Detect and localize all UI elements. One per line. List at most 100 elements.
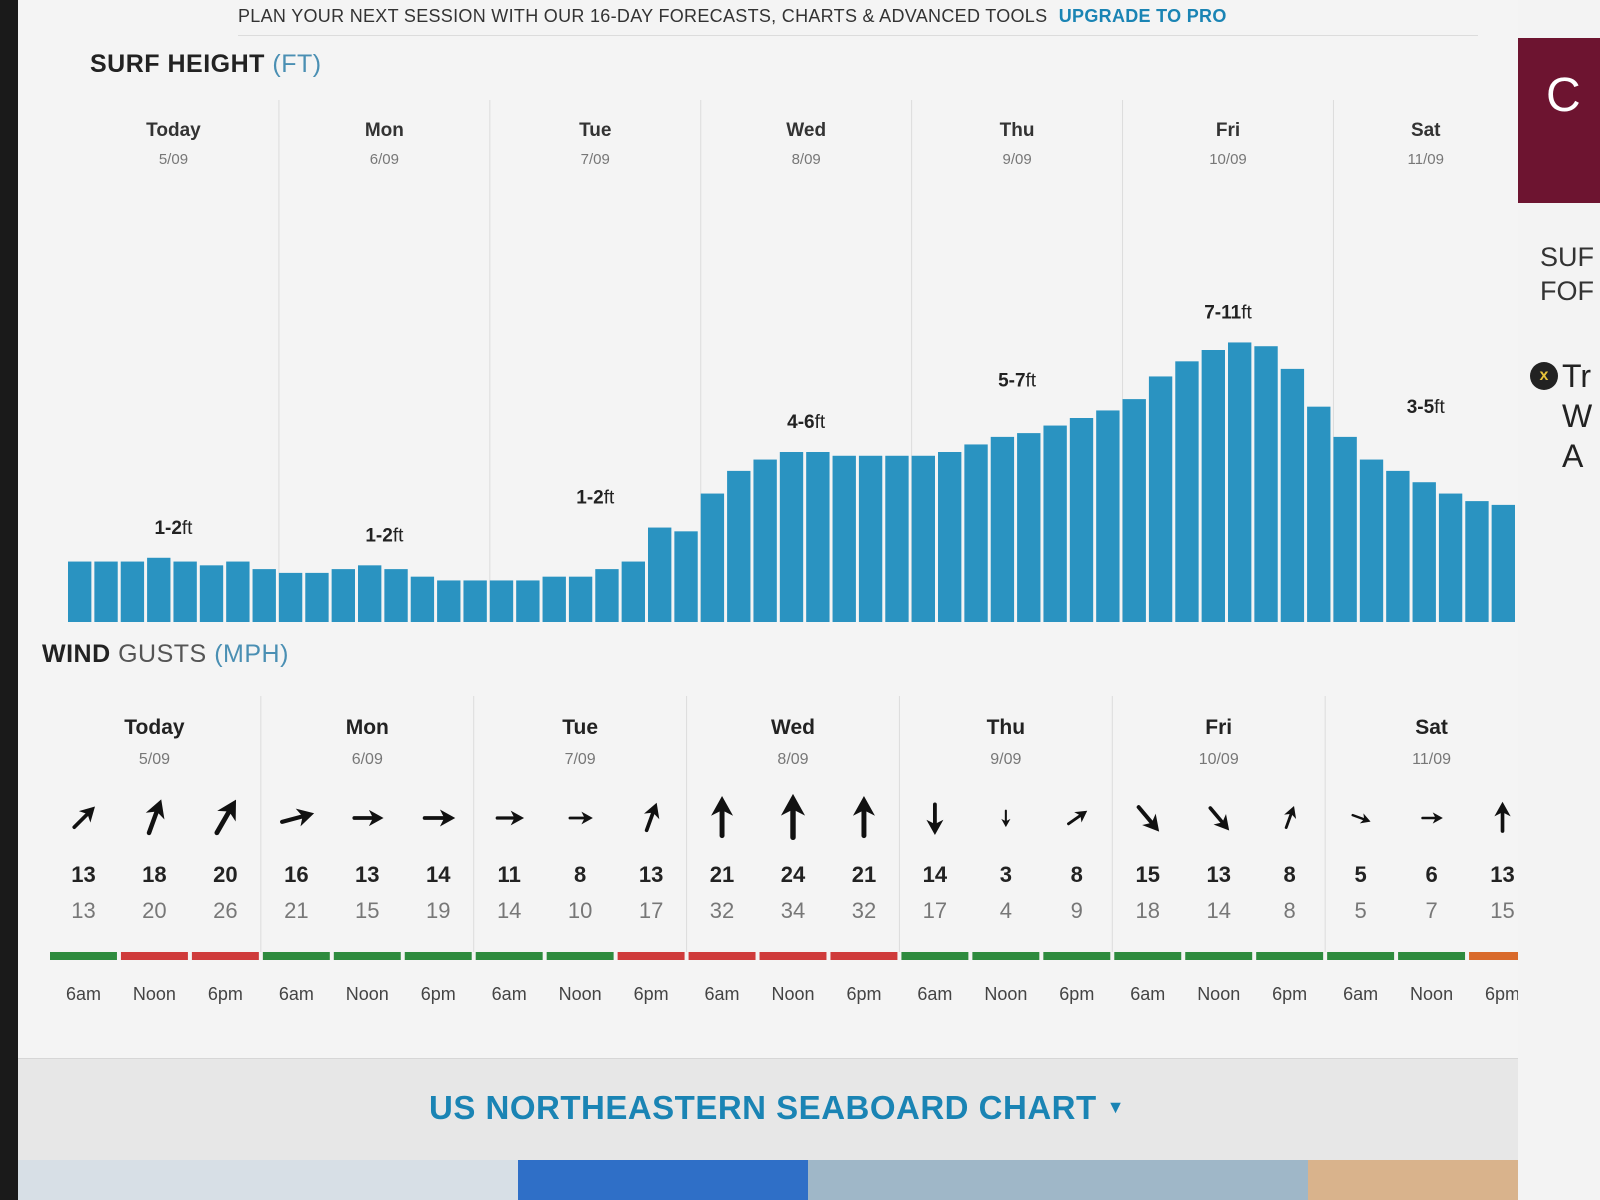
surf-day-name: Today <box>146 120 201 141</box>
wind-speed: 6 <box>1425 862 1437 887</box>
wind-arrow-head <box>1074 810 1088 823</box>
screen: PLAN YOUR NEXT SESSION WITH OUR 16-DAY F… <box>18 0 1600 1200</box>
time-slot-label: Noon <box>133 984 176 1004</box>
surf-bar <box>410 576 435 622</box>
promo-banner: PLAN YOUR NEXT SESSION WITH OUR 16-DAY F… <box>238 0 1478 36</box>
sidebar-ad-text: Tr W A <box>1562 356 1592 476</box>
surf-range-unit: ft <box>1241 302 1252 323</box>
wind-gust: 8 <box>1284 898 1296 923</box>
surf-height-title: SURF HEIGHT (FT) <box>90 50 322 79</box>
surf-bar <box>1228 342 1252 622</box>
surf-bar <box>1148 376 1173 622</box>
surf-day-date: 7/09 <box>581 151 610 168</box>
wind-rating-bar <box>901 952 969 960</box>
surf-day-date: 10/09 <box>1209 151 1247 168</box>
wind-arrow-head <box>926 819 944 835</box>
seaboard-chart-dropdown[interactable]: US NORTHEASTERN SEABOARD CHART ▼ <box>18 1089 1536 1127</box>
surf-bar <box>120 561 145 622</box>
sidebar-promo-card[interactable]: C <box>1518 38 1600 203</box>
surf-range-label: 1-2ft <box>576 488 615 509</box>
surf-range-label: 5-7ft <box>998 370 1037 391</box>
time-slot-label: 6am <box>66 984 101 1004</box>
wind-arrow-head <box>1213 814 1230 831</box>
surf-bar <box>252 569 276 622</box>
wind-speed: 8 <box>1284 862 1296 887</box>
wind-speed: 13 <box>1490 862 1514 887</box>
wind-arrow-icon <box>352 809 384 827</box>
surf-bar <box>674 531 698 622</box>
wind-rating-bar <box>1398 952 1466 960</box>
wind-arrow-head <box>1432 812 1443 824</box>
wind-speed: 20 <box>213 862 237 887</box>
time-slot-label: 6am <box>1343 984 1378 1004</box>
time-slot-label: Noon <box>771 984 814 1004</box>
wind-arrow-head <box>439 809 456 827</box>
surf-range-value: 5-7 <box>998 370 1025 391</box>
surf-bar <box>1017 433 1041 622</box>
surf-day-date: 6/09 <box>370 151 399 168</box>
wind-rating-bar <box>688 952 756 960</box>
sidebar-heading: SUF FOF <box>1540 240 1594 308</box>
surf-bar <box>595 569 619 622</box>
surf-bar <box>1333 436 1357 622</box>
wind-speed: 14 <box>923 862 948 887</box>
wind-arrow-icon <box>1421 812 1443 824</box>
wind-day-date: 6/09 <box>352 751 383 768</box>
surf-bar <box>68 561 92 622</box>
wind-rating-bar <box>1043 952 1111 960</box>
wind-rating-bar <box>759 952 827 960</box>
surf-bar <box>173 561 197 622</box>
wind-rating-bar <box>120 952 188 960</box>
wind-rating-bar <box>1469 952 1536 960</box>
wind-speed: 8 <box>574 862 586 887</box>
wind-gust: 32 <box>710 898 734 923</box>
surf-day-name: Mon <box>365 120 404 141</box>
wind-rating-bar <box>50 952 117 960</box>
surf-range-value: 1-2 <box>365 525 392 546</box>
wind-day-date: 10/09 <box>1199 751 1239 768</box>
surf-range-value: 3-5 <box>1407 397 1435 418</box>
time-slot-label: 6pm <box>1272 984 1307 1004</box>
map-region-land <box>808 1160 1308 1200</box>
upgrade-link[interactable]: UPGRADE TO PRO <box>1058 6 1227 26</box>
surf-bar <box>1201 350 1225 622</box>
surf-bar <box>1465 501 1489 622</box>
surf-bar <box>542 576 566 622</box>
seaboard-map-preview[interactable] <box>18 1160 1536 1200</box>
surf-bar <box>94 561 118 622</box>
wind-arrow-head <box>581 811 593 825</box>
wind-day-name: Thu <box>987 716 1025 739</box>
surf-bar <box>437 580 461 622</box>
wind-day-date: 5/09 <box>139 751 170 768</box>
wind-rating-bar <box>475 952 543 960</box>
surf-bar <box>331 569 355 622</box>
right-sidebar: C SUF FOF x Tr W A <box>1518 0 1600 1200</box>
wind-gusts-chart: Today 5/09 Mon 6/09 Tue 7/09 Wed 8/09 Thu 9/09 Fri… <box>50 696 1536 1004</box>
surf-bar <box>885 455 909 622</box>
surf-day-date: 11/09 <box>1408 151 1444 168</box>
surf-bar <box>463 580 487 622</box>
surf-range-unit: ft <box>182 518 193 539</box>
wind-day-date: 11/09 <box>1412 751 1451 768</box>
surf-bar <box>1386 470 1410 622</box>
wind-speed: 15 <box>1136 862 1160 887</box>
surf-range-label: 1-2ft <box>365 525 404 546</box>
wind-rating-bar <box>1327 952 1395 960</box>
wind-arrow-head <box>711 796 734 816</box>
wind-rating-bar <box>191 952 259 960</box>
surf-bar <box>1122 399 1146 622</box>
surf-bar <box>1280 368 1305 622</box>
surf-title-bold: SURF HEIGHT <box>90 50 265 78</box>
wind-arrow-head <box>295 808 315 827</box>
wind-arrow-shaft <box>146 810 159 836</box>
wind-arrow-icon <box>1351 813 1371 824</box>
surf-bar <box>621 561 645 622</box>
time-slot-label: 6pm <box>208 984 243 1004</box>
wind-gust: 18 <box>1136 898 1160 923</box>
wind-arrow-head <box>1142 813 1160 832</box>
surf-bar <box>964 444 988 622</box>
wind-speed: 13 <box>639 862 663 887</box>
close-icon[interactable]: x <box>1530 362 1558 390</box>
map-region-coast <box>1308 1160 1536 1200</box>
surf-range-unit: ft <box>604 488 615 509</box>
